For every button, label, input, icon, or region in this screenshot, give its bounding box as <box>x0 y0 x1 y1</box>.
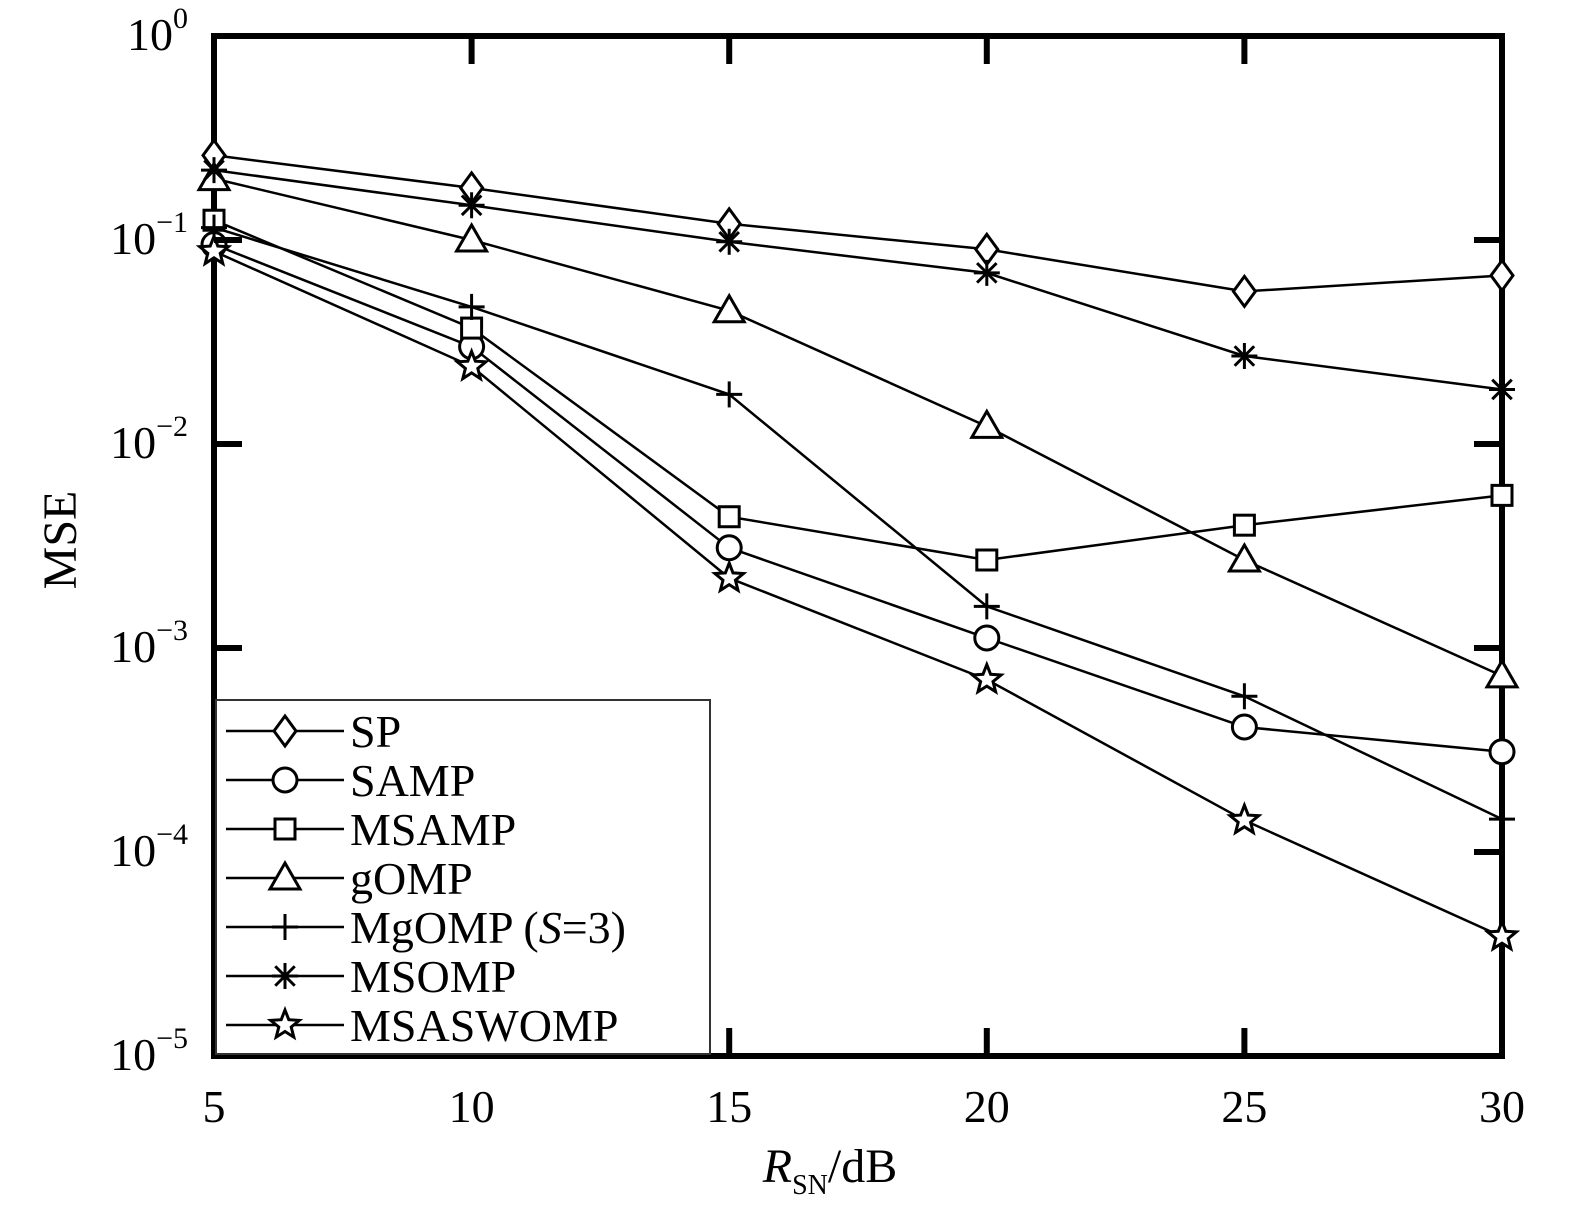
y-tick-label: 10−1 <box>110 206 188 264</box>
y-tick-label: 10−4 <box>110 818 188 876</box>
x-tick-label: 20 <box>964 1081 1010 1132</box>
legend-label-samp: SAMP <box>350 755 475 806</box>
data-point-msaswomp <box>1226 801 1263 836</box>
data-point-mgomp-s-3 <box>458 293 485 320</box>
data-point-samp <box>973 624 1001 652</box>
x-axis-title: RSN/dB <box>762 1140 897 1201</box>
data-point-msomp <box>1231 343 1258 370</box>
legend-marker-msomp <box>272 963 298 989</box>
plot-frame <box>211 33 1505 1059</box>
data-point-msamp <box>460 316 484 340</box>
legend-label-gomp: gOMP <box>350 853 473 904</box>
x-tick-label: 5 <box>203 1081 226 1132</box>
y-tick-label: 10−3 <box>110 614 188 672</box>
legend-marker-samp <box>271 766 299 794</box>
y-tick-label: 100 <box>127 2 188 60</box>
series-line-samp <box>213 243 1503 754</box>
data-point-gomp <box>454 221 490 253</box>
data-point-msomp <box>716 228 743 255</box>
data-point-samp <box>1230 713 1258 741</box>
legend-marker-sp <box>272 713 298 749</box>
data-point-msaswomp <box>710 558 748 594</box>
data-point-gomp <box>1484 657 1520 689</box>
data-point-mgomp-s-3 <box>1489 806 1515 833</box>
data-point-msamp <box>975 548 999 572</box>
x-tick-label: 10 <box>449 1081 495 1132</box>
y-axis: 100 10−1 10−2 10−3 10−4 10−5 <box>110 2 1502 1080</box>
data-point-msaswomp <box>195 232 233 267</box>
data-point-msamp <box>1232 513 1256 537</box>
legend-marker-mgomp-s-3 <box>272 914 298 940</box>
data-point-msaswomp <box>453 347 490 382</box>
legend-label-mgomp-s-3: MgOMP (S=3) <box>350 902 626 953</box>
legend-label-sp: SP <box>350 706 401 757</box>
data-point-samp <box>715 534 743 562</box>
series-line-gomp <box>213 177 1503 678</box>
series-lines <box>213 154 1503 938</box>
data-point-gomp <box>1226 542 1262 573</box>
x-tick-label: 30 <box>1479 1081 1525 1132</box>
data-point-msomp <box>201 157 227 184</box>
x-tick-label: 25 <box>1221 1081 1267 1132</box>
data-point-msamp <box>717 505 741 529</box>
series-line-msomp <box>213 168 1503 391</box>
legend-label-msamp: MSAMP <box>350 804 516 855</box>
legend-marker-gomp <box>267 859 303 891</box>
data-point-mgomp-s-3 <box>1231 683 1258 710</box>
data-point-gomp <box>711 292 747 324</box>
x-axis: 5 10 15 20 25 30 <box>203 36 1525 1132</box>
series-markers <box>195 137 1521 953</box>
y-tick-label: 10−5 <box>110 1022 188 1080</box>
data-point-mgomp-s-3 <box>973 593 1000 620</box>
data-point-sp <box>973 231 1000 267</box>
data-point-msomp <box>458 192 485 219</box>
y-axis-title: MSE <box>34 491 87 590</box>
series-line-msamp <box>213 219 1503 562</box>
legend-label-msaswomp: MSASWOMP <box>350 1000 618 1051</box>
data-point-gomp <box>969 408 1005 439</box>
data-point-mgomp-s-3 <box>716 381 743 408</box>
series-line-sp <box>213 154 1503 293</box>
legend-label-msomp: MSOMP <box>350 951 516 1002</box>
data-point-msamp <box>1490 483 1514 507</box>
data-point-msaswomp <box>968 660 1006 696</box>
plot-border <box>211 33 1505 1059</box>
data-point-msomp <box>973 259 1000 286</box>
series-line-msaswomp <box>213 250 1503 938</box>
data-point-msomp <box>1489 376 1515 403</box>
data-point-msaswomp <box>1483 917 1521 953</box>
data-point-samp <box>1488 738 1516 766</box>
data-point-sp <box>1489 257 1515 294</box>
x-tick-label: 15 <box>706 1081 752 1132</box>
legend-marker-msamp <box>273 817 297 841</box>
legend-marker-msaswomp <box>266 1005 304 1041</box>
y-tick-label: 10−2 <box>110 410 188 468</box>
data-point-sp <box>1231 273 1258 309</box>
series-line-mgomp-s-3 <box>213 226 1503 821</box>
